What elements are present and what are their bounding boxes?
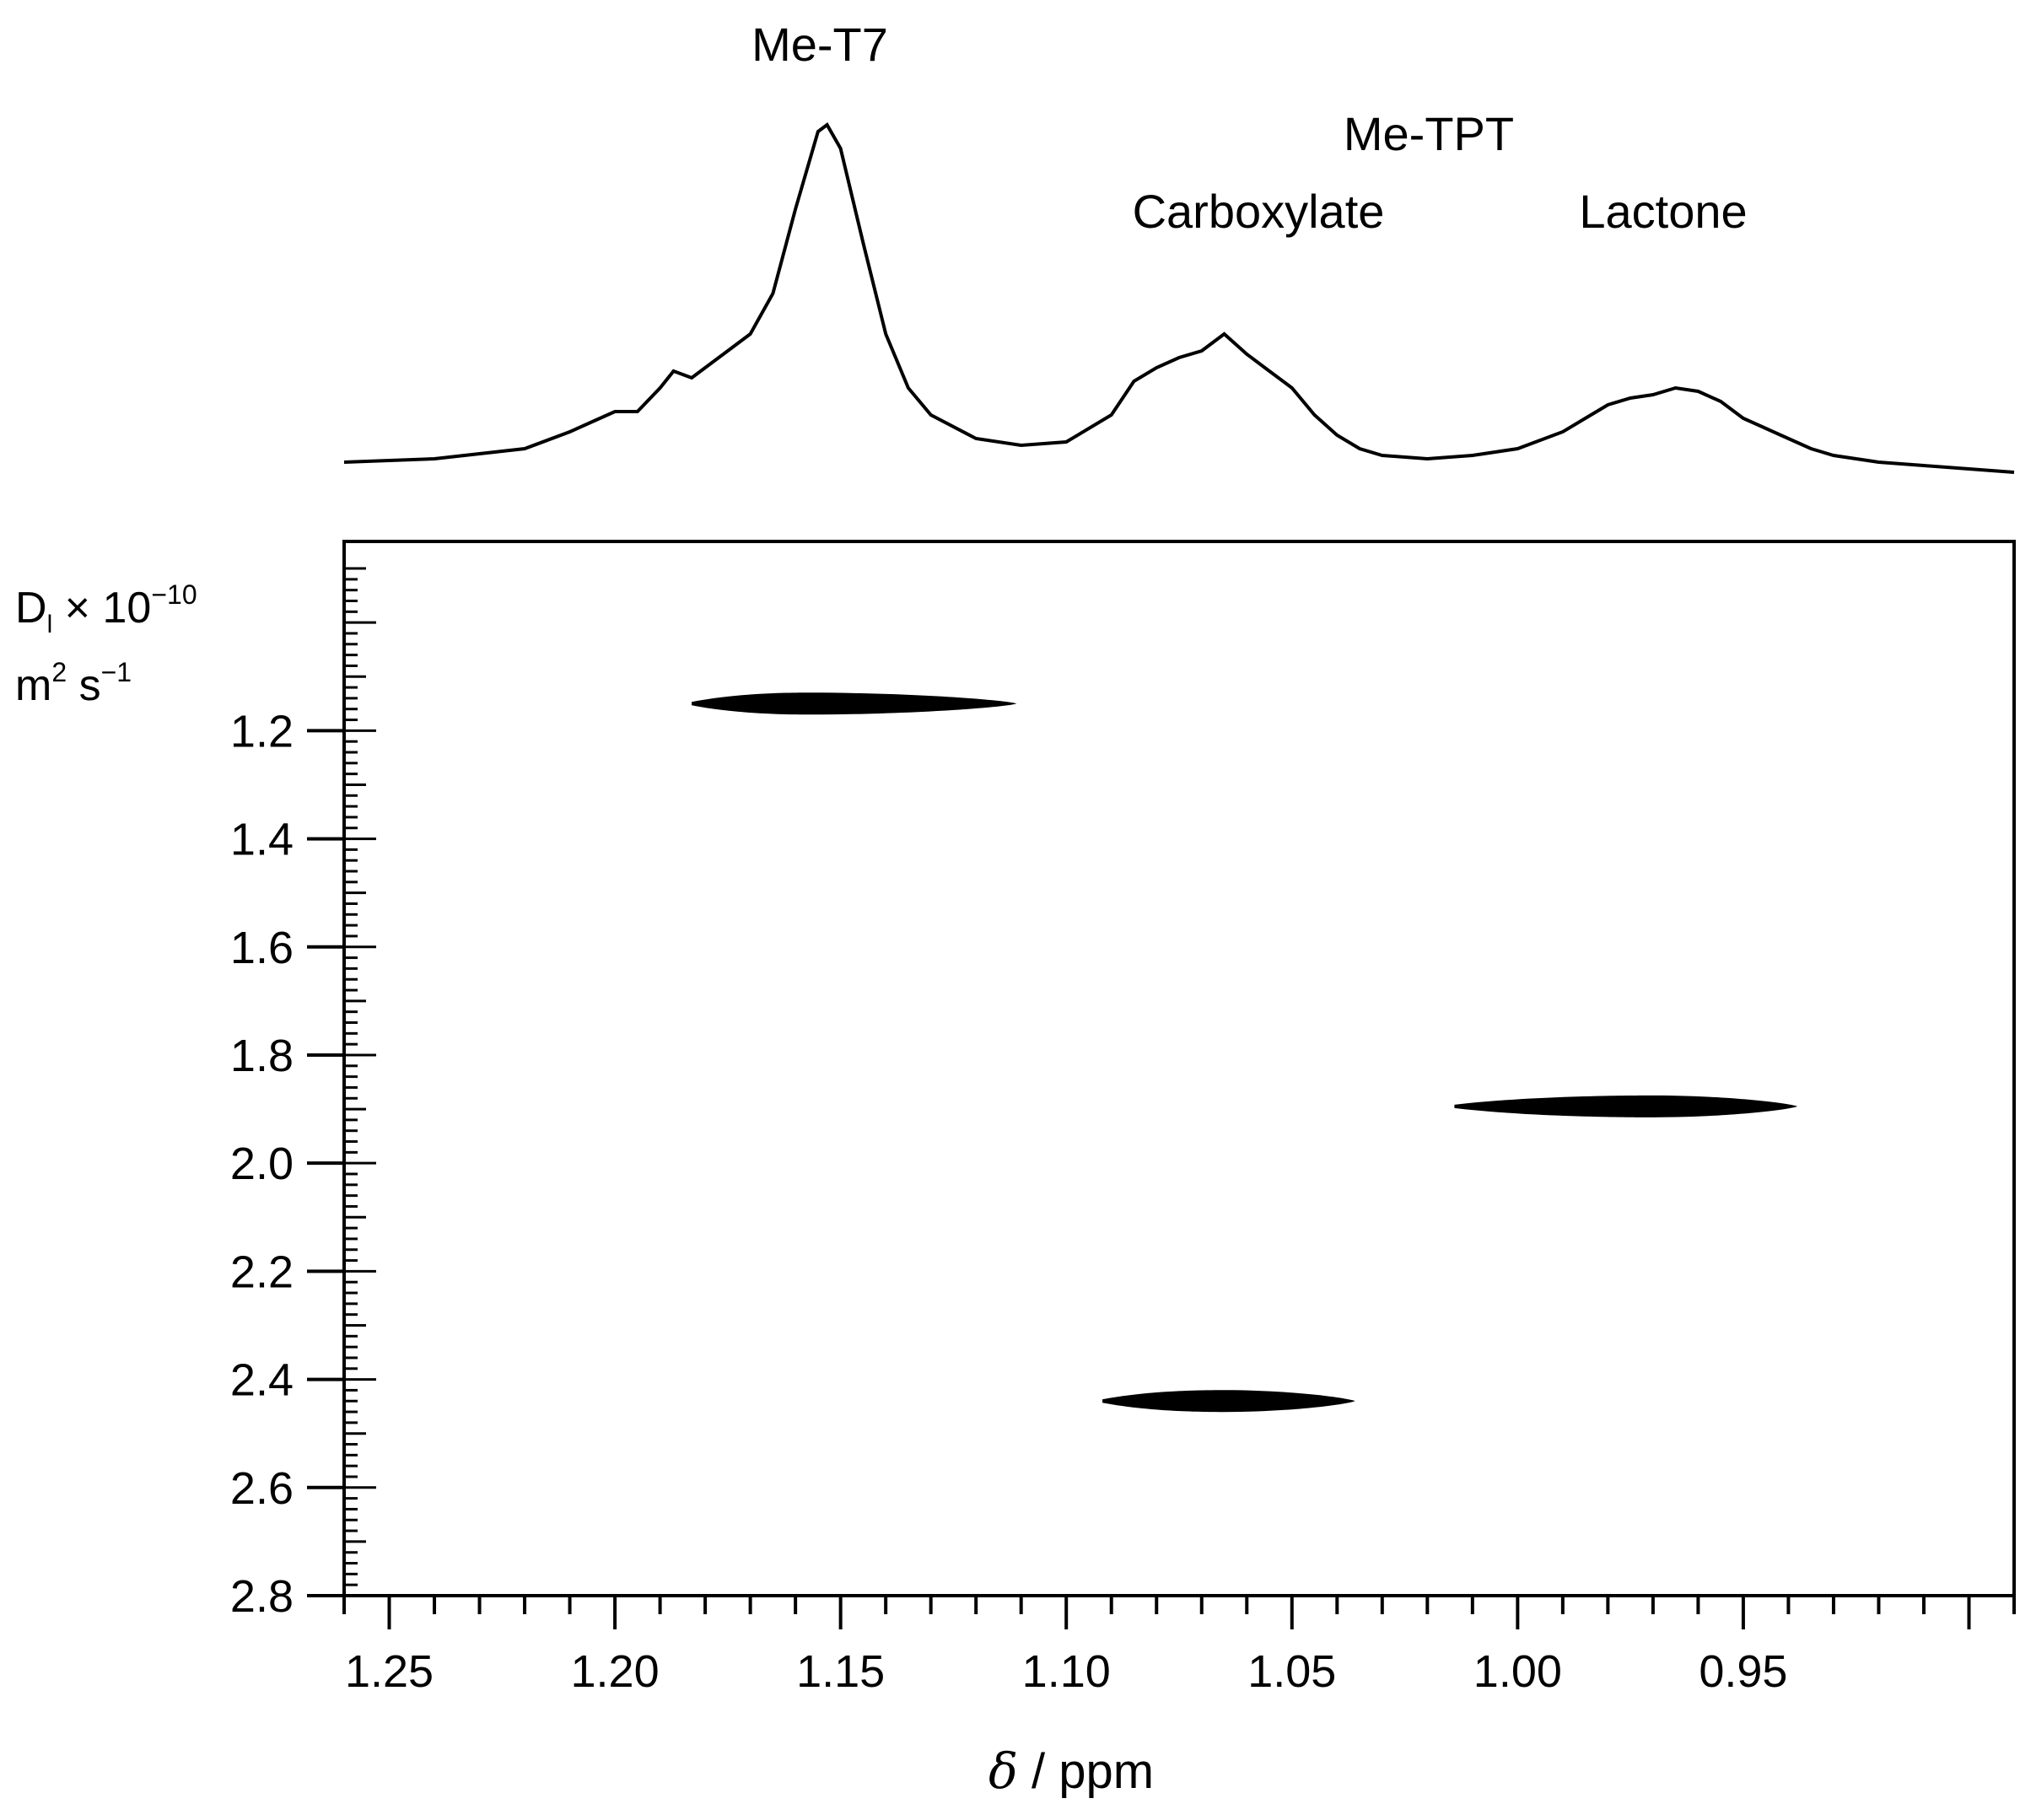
x-tick-label: 1.15	[796, 1646, 885, 1697]
peak-label-lactone: Lactone	[1579, 185, 1747, 238]
y-axis-ticks: 1.2 1.4 1.6 1.8 2.0 2.2 2.4 2.6 2.8	[230, 567, 376, 1622]
x-tick-label: 1.20	[571, 1646, 660, 1697]
y-label-m: m	[15, 661, 51, 710]
y-label-m-exp: 2	[51, 657, 67, 687]
x-tick-label: 1.05	[1247, 1646, 1336, 1697]
peak-label-me-tpt: Me-TPT	[1344, 107, 1514, 160]
peak-label-carboxylate: Carboxylate	[1133, 185, 1385, 238]
y-label-times: × 10	[52, 584, 151, 633]
y-label-s: s	[67, 661, 100, 710]
dosy-plot: 1.2 1.4 1.6 1.8 2.0 2.2 2.4 2.6 2.8 1.25 1.20 1.15…	[230, 540, 2016, 1697]
y-tick-label: 1.4	[230, 815, 294, 865]
x-tick-label: 1.25	[345, 1646, 434, 1697]
x-tick-label: 1.00	[1473, 1646, 1562, 1697]
x-tick-label: 1.10	[1022, 1646, 1111, 1697]
peak-label-me-t7: Me-T7	[751, 18, 888, 71]
x-tick-label: 0.95	[1699, 1646, 1787, 1697]
x-axis-title-symbol: δ	[988, 1742, 1018, 1800]
y-label-s-exp: −1	[101, 657, 132, 687]
y-axis-label-line2: m2 s−1	[15, 657, 132, 710]
x-axis-title-unit: / ppm	[1018, 1744, 1154, 1799]
y-label-sub: l	[47, 611, 53, 638]
cross-peak-lactone	[1454, 1095, 1798, 1117]
y-tick-label: 2.4	[230, 1355, 294, 1406]
x-axis-title: δ / ppm	[988, 1742, 1154, 1800]
y-tick-label: 2.0	[230, 1139, 294, 1189]
y-axis-label-line1: Dl × 10−10	[15, 579, 197, 638]
cross-peak-me-t7	[692, 692, 1017, 715]
y-tick-label: 2.6	[230, 1463, 294, 1514]
y-label-d: D	[15, 584, 47, 633]
y-tick-label: 1.6	[230, 923, 294, 973]
y-tick-label: 1.8	[230, 1031, 294, 1081]
spectrum-1d: Me-T7 Me-TPT Carboxylate Lactone	[343, 18, 2015, 474]
cross-peak-carboxylate	[1102, 1390, 1355, 1413]
cross-peaks	[692, 692, 1798, 1413]
y-label-exp: −10	[151, 579, 197, 610]
x-axis-ticks: 1.25 1.20 1.15 1.10 1.05 1.00 0.95	[342, 1596, 2016, 1697]
y-tick-label: 1.2	[230, 706, 294, 757]
y-tick-label: 2.2	[230, 1247, 294, 1297]
spectrum-1d-trace	[343, 122, 2015, 474]
plot-frame	[342, 540, 2016, 1597]
y-tick-label: 2.8	[230, 1571, 294, 1622]
